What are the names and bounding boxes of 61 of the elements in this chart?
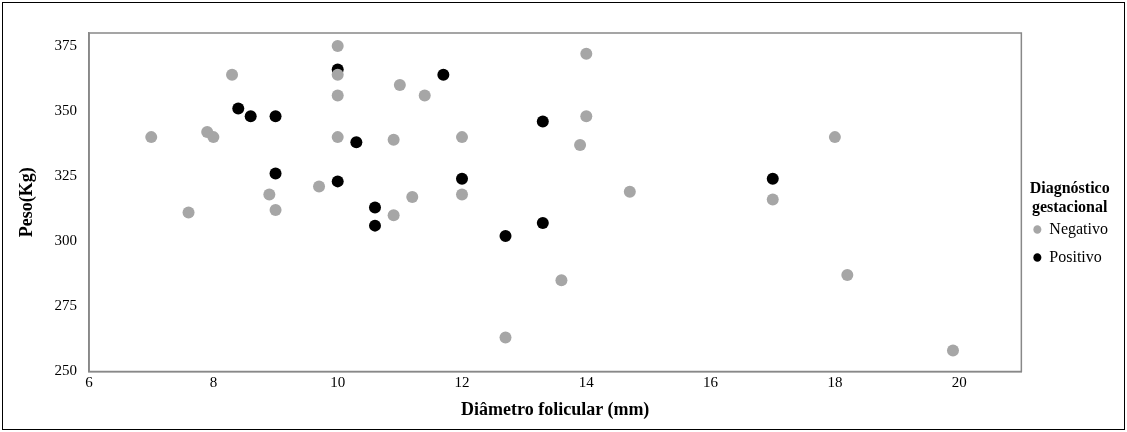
point	[244, 110, 257, 123]
y-tick-label: 375	[54, 36, 78, 53]
point	[766, 172, 779, 185]
point	[269, 110, 282, 123]
x-tick-label: 20	[951, 374, 967, 391]
point	[456, 188, 468, 201]
point	[387, 209, 400, 222]
x-axis-title: Diâmetro folicular (mm)	[461, 398, 650, 420]
point	[182, 206, 195, 219]
x-tick-label: 14	[578, 374, 595, 391]
point	[368, 219, 381, 232]
y-axis-title: Peso(Kg)	[16, 167, 38, 238]
point	[145, 131, 158, 144]
point	[555, 274, 568, 287]
point	[331, 40, 344, 53]
point	[841, 269, 854, 282]
x-tick-label: 18	[827, 374, 843, 391]
point	[387, 133, 400, 146]
point	[331, 131, 344, 144]
point	[331, 175, 344, 188]
point	[269, 204, 282, 217]
legend-title: Diagnóstico gestacional	[1029, 178, 1110, 216]
point	[623, 185, 636, 198]
y-tick-label: 275	[54, 297, 78, 314]
point	[393, 79, 406, 92]
point	[456, 172, 468, 185]
point	[232, 102, 245, 115]
y-tick-label: 350	[54, 102, 78, 119]
point	[263, 188, 276, 201]
point	[828, 131, 841, 144]
x-tick-label: 16	[703, 374, 719, 391]
point	[331, 68, 344, 81]
point	[536, 115, 549, 128]
point	[331, 89, 344, 102]
point	[946, 344, 959, 357]
point	[536, 217, 549, 230]
point	[269, 167, 282, 180]
y-tick-label: 250	[54, 362, 78, 379]
point	[226, 68, 239, 81]
point	[207, 131, 220, 144]
point	[418, 89, 431, 102]
point	[499, 230, 512, 243]
legend-label: Negativo	[1049, 219, 1109, 238]
point	[406, 190, 419, 203]
point	[368, 201, 381, 214]
point	[766, 193, 779, 206]
x-tick-label: 12	[454, 374, 470, 391]
legend-label: Positivo	[1049, 247, 1102, 265]
point	[499, 331, 512, 344]
y-tick-label: 325	[54, 167, 78, 184]
x-tick-label: 8	[209, 374, 218, 391]
point	[313, 180, 326, 193]
point	[574, 138, 587, 151]
point	[350, 136, 363, 149]
point	[437, 68, 450, 81]
point	[580, 47, 593, 60]
x-tick-label: 10	[330, 374, 346, 391]
x-tick-label: 6	[85, 374, 94, 391]
y-tick-label: 300	[54, 232, 78, 249]
point	[456, 131, 468, 144]
point	[580, 110, 593, 123]
